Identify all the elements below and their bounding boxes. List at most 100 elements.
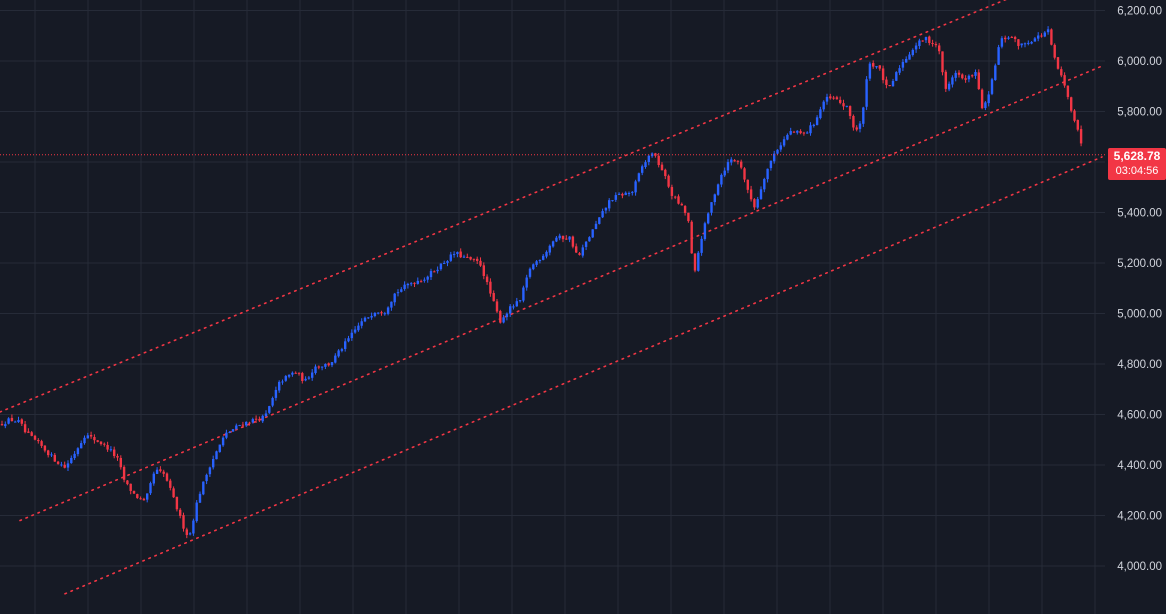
candle-157	[518, 300, 522, 303]
candle-197	[650, 152, 654, 158]
candle-314	[1037, 32, 1040, 42]
candle-98	[324, 363, 327, 370]
candle-70	[231, 428, 235, 432]
candle-118	[390, 301, 393, 311]
candle-214	[707, 212, 710, 225]
candle-237	[782, 136, 786, 148]
candle-66	[218, 444, 221, 453]
candle-94	[311, 369, 314, 381]
candle-59	[195, 500, 198, 523]
candle-85	[281, 379, 284, 385]
candle-260	[858, 121, 862, 133]
candle-97	[320, 366, 324, 371]
candle-220	[726, 159, 730, 174]
candle-104	[344, 338, 347, 352]
y-tick-label-1: 4,200.00	[1117, 511, 1162, 523]
candle-268	[885, 76, 888, 89]
candle-34	[113, 446, 116, 459]
candle-48	[159, 466, 162, 473]
candle-263	[868, 61, 872, 81]
candle-304	[1004, 35, 1007, 43]
candle-293	[967, 74, 971, 83]
candle-37	[122, 465, 126, 483]
candle-112	[370, 312, 373, 320]
candle-271	[895, 71, 898, 82]
candle-262	[865, 76, 868, 111]
candle-119	[393, 292, 396, 306]
candle-99	[327, 362, 330, 367]
candle-54	[179, 508, 182, 519]
candle-207	[683, 205, 687, 216]
candle-190	[627, 191, 631, 197]
candle-108	[357, 322, 360, 332]
candle-1	[4, 421, 7, 429]
grid-layer	[0, 0, 1105, 614]
candle-273	[901, 59, 905, 72]
candle-266	[878, 65, 881, 71]
candle-209	[690, 220, 693, 254]
candle-287	[947, 81, 951, 92]
candle-152	[502, 314, 505, 324]
candle-205	[677, 194, 680, 205]
candle-100	[330, 362, 334, 368]
candle-117	[386, 306, 390, 316]
y-axis[interactable]: 4,000.00 4,200.00 4,400.00 4,600.00 4,800.00…	[1117, 6, 1162, 574]
candle-95	[314, 364, 317, 375]
candle-124	[410, 282, 413, 287]
candle-165	[545, 250, 548, 259]
candle-93	[307, 375, 311, 380]
candle-234	[773, 150, 776, 164]
candle-265	[875, 65, 878, 69]
candle-188	[621, 192, 624, 199]
candle-158	[522, 285, 525, 303]
candle-187	[617, 192, 621, 195]
candle-36	[119, 455, 122, 470]
channel-line-1	[19, 65, 1103, 522]
candle-52	[172, 486, 175, 498]
candle-307	[1013, 35, 1017, 43]
candle-49	[162, 469, 165, 477]
candle-131	[433, 270, 436, 273]
candle-250	[825, 93, 829, 105]
candle-25	[83, 435, 86, 445]
candle-303	[1000, 36, 1004, 49]
candle-142	[469, 256, 472, 261]
candle-289	[954, 70, 957, 82]
candle-215	[710, 202, 713, 216]
candle-144	[476, 256, 479, 264]
candle-90	[297, 372, 301, 376]
candle-155	[512, 304, 515, 310]
candle-29	[96, 439, 99, 443]
candle-33	[109, 446, 113, 452]
y-tick-label-11: 6,200.00	[1117, 6, 1162, 18]
candle-91	[301, 371, 304, 384]
candle-189	[624, 191, 627, 196]
candle-163	[538, 259, 542, 264]
candle-242	[799, 129, 802, 135]
candle-114	[377, 312, 380, 315]
candle-69	[228, 431, 231, 433]
candle-107	[353, 326, 357, 334]
candle-272	[898, 65, 901, 76]
candle-198	[654, 152, 657, 158]
candle-9	[30, 430, 33, 437]
y-tick-label-0: 4,000.00	[1117, 561, 1162, 573]
candle-277	[914, 42, 918, 53]
candle-324	[1070, 96, 1073, 113]
candle-177	[584, 241, 588, 251]
candle-245	[809, 122, 812, 136]
candle-82	[271, 396, 274, 408]
candle-7	[23, 420, 27, 434]
candle-185	[611, 200, 614, 202]
candle-247	[815, 115, 819, 126]
candle-322	[1063, 72, 1066, 88]
candle-78	[258, 416, 261, 422]
y-tick-label-3: 4,600.00	[1117, 410, 1162, 422]
candle-3	[10, 414, 14, 422]
candle-232	[766, 168, 769, 183]
candle-140	[462, 254, 466, 258]
candle-178	[588, 236, 591, 242]
candle-79	[261, 414, 264, 423]
